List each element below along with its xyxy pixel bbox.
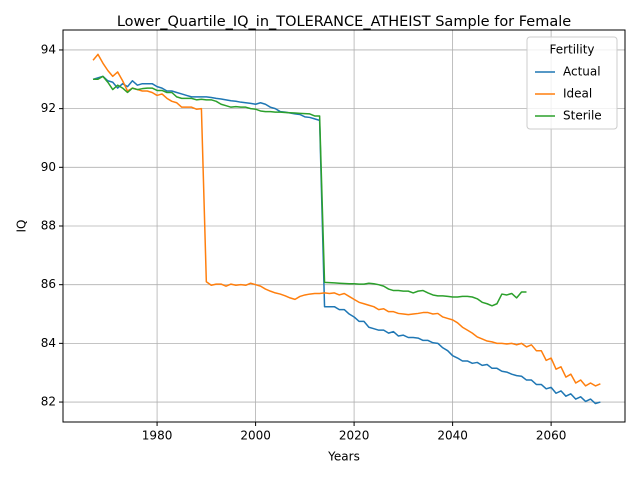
plot-frame (62, 29, 626, 423)
y-tick-label: 92 (41, 101, 56, 115)
legend-title: Fertility (549, 43, 594, 57)
legend-label: Sterile (563, 109, 602, 123)
x-tick-label: 1980 (142, 429, 173, 443)
series-line (92, 75, 601, 405)
y-tick-label: 88 (41, 219, 56, 233)
y-tick-label: 90 (41, 160, 56, 174)
y-tick-label: 82 (41, 395, 56, 409)
x-axis-label: Years (327, 450, 360, 464)
x-tick-label: 2040 (437, 429, 468, 443)
legend-box (526, 36, 618, 130)
legend-label: Actual (563, 65, 601, 79)
series-line (93, 75, 527, 307)
legend-label: Ideal (563, 87, 592, 101)
x-tick-label: 2060 (536, 429, 567, 443)
y-axis-label: IQ (15, 220, 29, 233)
y-tick-label: 84 (41, 336, 56, 350)
y-tick-label: 86 (41, 277, 56, 291)
x-tick-label: 2000 (240, 429, 271, 443)
series-line (92, 53, 601, 387)
x-tick-label: 2020 (339, 429, 370, 443)
chart-title: Lower_Quartile_IQ_in_TOLERANCE_ATHEIST S… (117, 14, 571, 30)
y-tick-label: 94 (41, 42, 56, 56)
